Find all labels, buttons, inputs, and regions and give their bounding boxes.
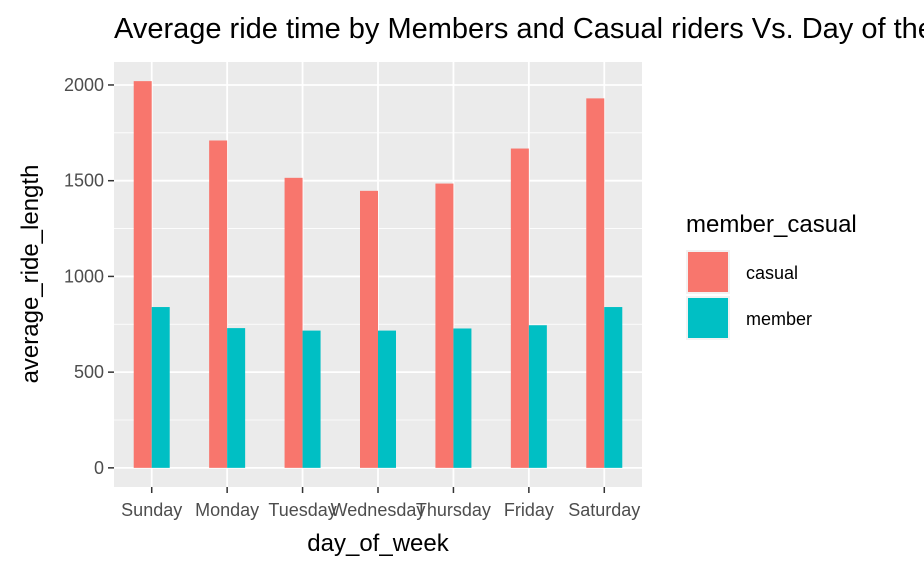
x-tick-label: Thursday xyxy=(416,500,491,520)
y-tick-label: 1000 xyxy=(64,266,104,286)
x-tick-label: Sunday xyxy=(121,500,182,520)
bar-member xyxy=(151,307,170,468)
x-tick-label: Wednesday xyxy=(331,500,426,520)
bar-member xyxy=(528,325,547,468)
legend-label-casual: casual xyxy=(746,263,798,283)
bar-casual xyxy=(133,81,152,468)
bar-member xyxy=(227,328,246,468)
bar-casual xyxy=(209,140,228,468)
x-tick-label: Tuesday xyxy=(268,500,336,520)
bar-member xyxy=(604,307,623,468)
bar-casual xyxy=(510,148,529,468)
bar-casual xyxy=(586,98,605,468)
bar-casual xyxy=(284,177,303,468)
legend: member_casual casual member xyxy=(686,211,857,340)
y-axis: 0 500 1000 1500 2000 xyxy=(64,75,114,478)
y-tick-label: 1500 xyxy=(64,171,104,191)
legend-key-member xyxy=(688,298,728,338)
bar-casual xyxy=(360,190,378,468)
legend-key-casual xyxy=(688,252,728,292)
bar-member xyxy=(378,330,396,468)
bar-member xyxy=(453,328,472,468)
y-tick-label: 2000 xyxy=(64,75,104,95)
legend-title: member_casual xyxy=(686,211,857,238)
x-tick-label: Friday xyxy=(504,500,554,520)
bars xyxy=(133,81,623,468)
x-tick-label: Saturday xyxy=(568,500,640,520)
y-tick-label: 500 xyxy=(74,362,104,382)
y-axis-title: average_ride_length xyxy=(17,165,44,384)
x-tick-label: Monday xyxy=(195,500,259,520)
bar-member xyxy=(302,330,321,468)
y-tick-label: 0 xyxy=(94,458,104,478)
chart-title: Average ride time by Members and Casual … xyxy=(114,13,924,45)
bar-casual xyxy=(435,183,454,468)
legend-label-member: member xyxy=(746,309,812,329)
x-axis-title: day_of_week xyxy=(307,530,449,557)
